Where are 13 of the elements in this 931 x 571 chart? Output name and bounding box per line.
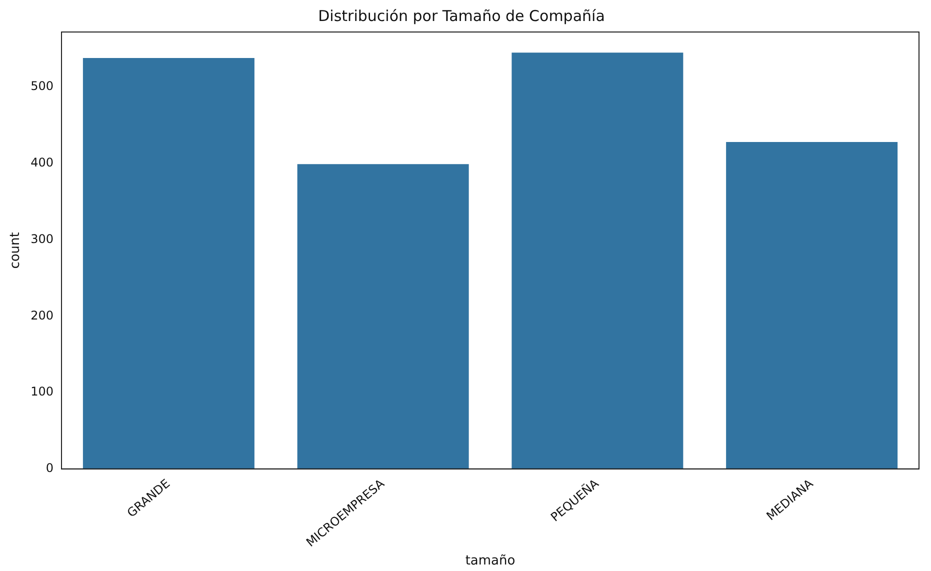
y-tick-label: 100 xyxy=(30,384,54,399)
y-tick-label: 400 xyxy=(30,156,54,170)
y-tick-label: 200 xyxy=(30,308,54,322)
bar xyxy=(512,52,684,469)
bar xyxy=(82,58,254,469)
y-tick-label: 300 xyxy=(30,232,54,246)
bar xyxy=(297,164,469,469)
y-tick-label: 0 xyxy=(46,461,54,476)
x-axis-title: tamaño xyxy=(465,554,516,569)
bar xyxy=(726,142,898,469)
chart-title: Distribución por Tamaño de Compañía xyxy=(318,6,605,25)
y-tick-label: 500 xyxy=(30,79,54,94)
y-axis-title: count xyxy=(8,232,24,269)
